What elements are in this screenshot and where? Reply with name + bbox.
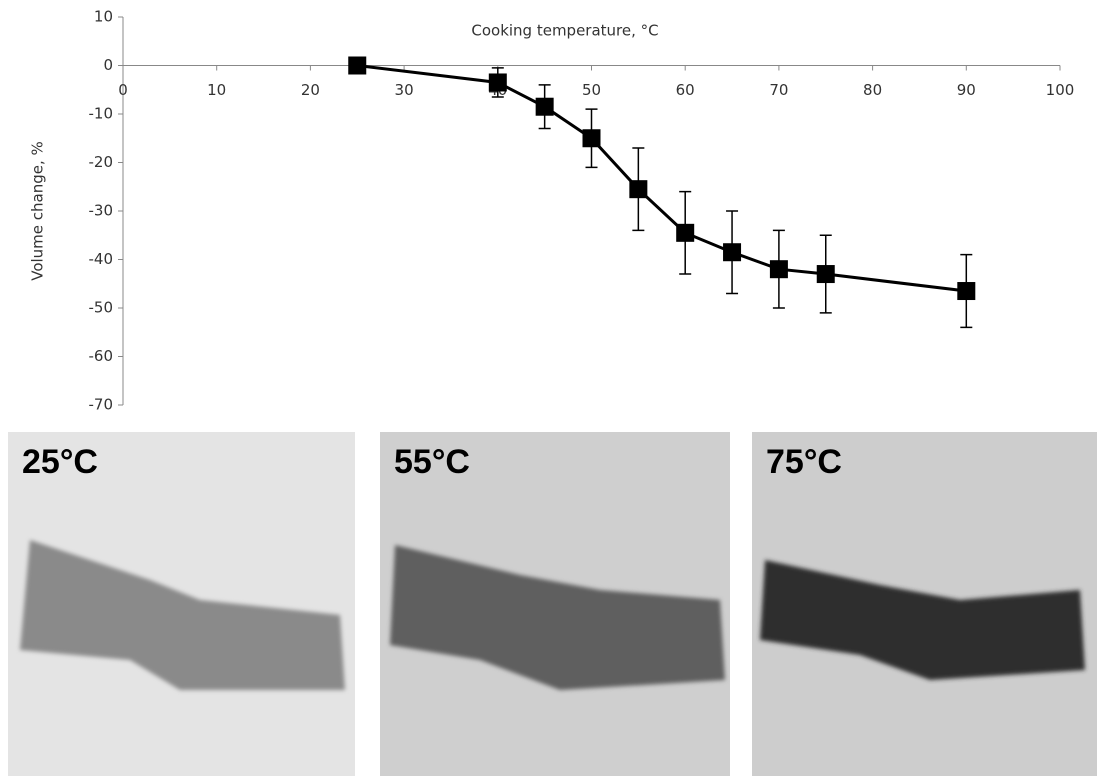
panel: 25°C: [8, 432, 355, 776]
y-tick-label: 10: [94, 8, 113, 26]
marker: [676, 224, 694, 242]
x-tick-label: 70: [769, 81, 788, 99]
x-axis-title: Cooking temperature, °C: [471, 22, 658, 40]
panel: 75°C: [752, 432, 1097, 776]
panel-label: 55°C: [394, 443, 470, 481]
marker: [817, 265, 835, 283]
x-tick-label: 90: [957, 81, 976, 99]
x-tick-label: 20: [301, 81, 320, 99]
y-tick-label: -60: [89, 347, 114, 365]
figure: Cooking temperature, °C Volume change, %…: [0, 0, 1097, 776]
x-tick-label: 50: [582, 81, 601, 99]
y-axis-title: Volume change, %: [29, 141, 47, 281]
panel-label: 75°C: [766, 443, 842, 481]
marker: [770, 260, 788, 278]
panel: 55°C: [380, 432, 730, 776]
y-tick-label: -50: [89, 299, 114, 317]
marker: [583, 129, 601, 147]
x-tick-label: 30: [395, 81, 414, 99]
y-tick-label: -10: [89, 105, 114, 123]
x-tick-label: 60: [676, 81, 695, 99]
series-line: [357, 66, 966, 292]
marker: [629, 180, 647, 198]
y-tick-label: -20: [89, 153, 114, 171]
y-tick-label: 0: [103, 56, 113, 74]
x-tick-label: 10: [207, 81, 226, 99]
x-tick-label: 100: [1046, 81, 1075, 99]
marker: [723, 243, 741, 261]
panel-label: 25°C: [22, 443, 98, 481]
y-tick-label: -70: [89, 396, 114, 414]
marker: [348, 57, 366, 75]
marker: [957, 282, 975, 300]
x-tick-label: 80: [863, 81, 882, 99]
y-tick-label: -30: [89, 202, 114, 220]
marker: [489, 73, 507, 91]
x-tick-label: 0: [118, 81, 128, 99]
micrographs: 25°C 55°C 75°C: [8, 432, 1097, 776]
marker: [536, 98, 554, 116]
y-tick-label: -40: [89, 250, 114, 268]
